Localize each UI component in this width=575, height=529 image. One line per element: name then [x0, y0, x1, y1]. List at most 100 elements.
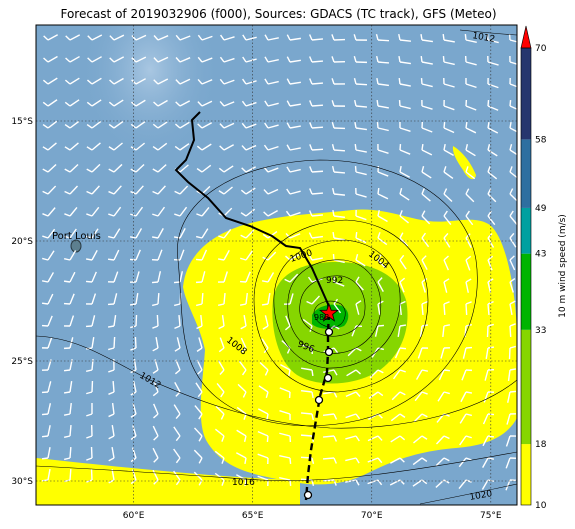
wind-barb: [63, 402, 72, 416]
wind-barb: [443, 166, 454, 179]
wind-barb: [420, 77, 433, 88]
wind-barb: [219, 34, 235, 41]
wind-barb: [153, 56, 169, 63]
wind-barb: [129, 293, 139, 306]
wind-barb: [399, 300, 406, 316]
wind-barb: [309, 100, 324, 107]
wind-barb: [508, 345, 516, 360]
isobar-1000: [273, 239, 401, 369]
wind-barb: [152, 381, 159, 397]
wind-barb: [443, 77, 455, 88]
wind-barb: [240, 208, 256, 217]
wind-10-18-island-band: [452, 146, 476, 180]
wind-barb: [194, 405, 203, 420]
wind-barb: [464, 55, 477, 66]
wind-barb: [392, 369, 406, 380]
wind-barb: [109, 56, 125, 63]
wind-barb: [509, 99, 517, 110]
storm-center-star: [319, 302, 339, 322]
wind-barb: [443, 99, 455, 111]
wind-barb: [130, 185, 144, 195]
wind-barb: [309, 166, 324, 173]
wind-barb: [42, 142, 57, 151]
wind-barb: [482, 435, 495, 447]
wind-barb: [42, 250, 55, 261]
wind-barb: [196, 164, 212, 173]
wind-barb: [217, 292, 226, 307]
wind-barb: [239, 271, 251, 283]
wind-barb: [399, 277, 406, 293]
wind-barb: [509, 144, 517, 156]
wind-barb: [42, 120, 58, 129]
wind-barb: [509, 121, 517, 133]
wind-barb: [152, 164, 167, 173]
wind-barb: [174, 337, 181, 352]
wind-barb: [129, 249, 141, 261]
wind-barb: [301, 367, 314, 377]
plot-frame: [35, 24, 518, 506]
wind-barb: [487, 188, 497, 203]
wind-barb: [509, 210, 517, 225]
wind-barb: [442, 55, 455, 66]
track-point: [323, 373, 333, 383]
wind-speed-colorbar: 10 18 33 43 49 58 70: [520, 25, 547, 511]
wind-barb: [196, 292, 204, 307]
wind-barb: [355, 187, 367, 198]
wind-barb: [421, 166, 432, 179]
wind-barb: [399, 188, 410, 201]
wind-barb: [465, 278, 472, 293]
wind-barb: [355, 254, 366, 267]
wind-barb: [152, 206, 166, 217]
track-forecast-points: [303, 327, 334, 500]
wind-barb: [258, 385, 269, 398]
wind-barb: [286, 78, 301, 85]
wind-barb: [197, 56, 213, 63]
wind-barb: [108, 163, 123, 173]
wind-barb: [152, 142, 168, 151]
wind-barb: [345, 435, 360, 442]
wind-barb: [375, 55, 390, 64]
wind-barb: [486, 323, 494, 338]
wind-barb: [332, 253, 345, 264]
wind-barb: [64, 142, 79, 151]
wind-barb: [487, 77, 499, 89]
wind-barb: [195, 382, 203, 398]
wind-barb: [217, 271, 228, 283]
wind-barb: [152, 425, 159, 441]
wind-barb: [236, 429, 247, 442]
wind-barb: [63, 337, 74, 350]
colorbar-tick-label: 43: [535, 250, 546, 260]
isobar-1016: [36, 451, 517, 481]
wind-barb: [108, 120, 124, 129]
wind-barb: [487, 278, 494, 293]
wind-barb: [152, 469, 159, 485]
wind-barb: [283, 293, 294, 305]
wind-barb: [413, 435, 428, 444]
wind-barb: [390, 457, 405, 464]
wind-barb: [130, 99, 146, 107]
lon-tick-label: 75°E: [480, 511, 502, 521]
wind-barb: [130, 425, 137, 441]
wind-barb: [152, 314, 159, 329]
wind-barb: [509, 323, 516, 338]
wind-barb: [196, 143, 212, 151]
wind-barb: [465, 143, 476, 157]
wind-barb: [175, 78, 191, 85]
wind-barb: [367, 435, 383, 442]
wind-barb: [152, 121, 168, 129]
wind-barb: [398, 99, 411, 110]
wind-barb: [332, 209, 346, 219]
wind-barb: [376, 121, 389, 132]
wind-barb: [108, 99, 124, 107]
wind-barb: [242, 78, 257, 85]
wind-barb: [279, 432, 292, 443]
wind-barb: [108, 380, 115, 395]
wind-barb: [151, 228, 164, 239]
wind-barb: [86, 206, 100, 217]
wind-barb: [42, 207, 56, 217]
wind-barb: [86, 185, 100, 195]
wind-barb: [85, 293, 97, 305]
wind-barb: [151, 249, 163, 261]
wind-barb: [64, 120, 80, 129]
wind-barb: [279, 477, 292, 487]
